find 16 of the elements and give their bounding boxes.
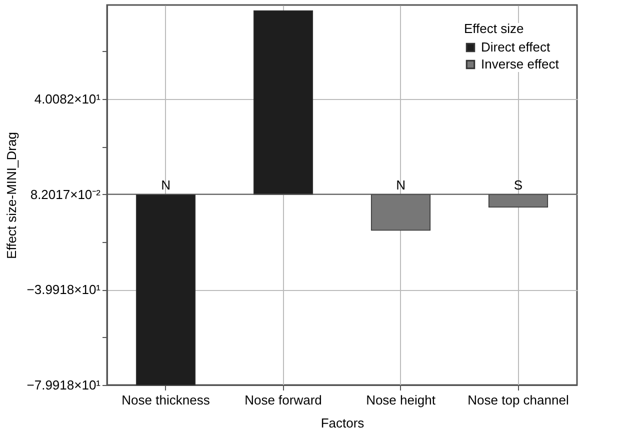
annotation: N	[396, 177, 406, 192]
y-tick-label: 4.0082×10¹	[34, 91, 102, 106]
x-tick-label: Nose height	[366, 392, 436, 408]
legend-label: Inverse effect	[481, 56, 560, 72]
annotation: S	[514, 177, 523, 192]
annotation: N	[161, 177, 170, 192]
x-tick-label: Nose thickness	[122, 392, 210, 408]
x-tick-label: Nose forward	[244, 392, 322, 408]
y-tick-label: 8.2017×10⁻²	[30, 186, 102, 202]
x-axis-title: Factors	[320, 416, 365, 430]
legend-title: Effect size	[464, 21, 524, 36]
y-axis-title: Effect size-MINI_Drag	[4, 132, 19, 259]
x-tick-label: Nose top channel	[468, 392, 569, 408]
y-tick-label: −7.9918×10¹	[26, 378, 102, 392]
legend-label: Direct effect	[481, 40, 551, 54]
y-tick-label: −3.9918×10¹	[26, 282, 102, 298]
